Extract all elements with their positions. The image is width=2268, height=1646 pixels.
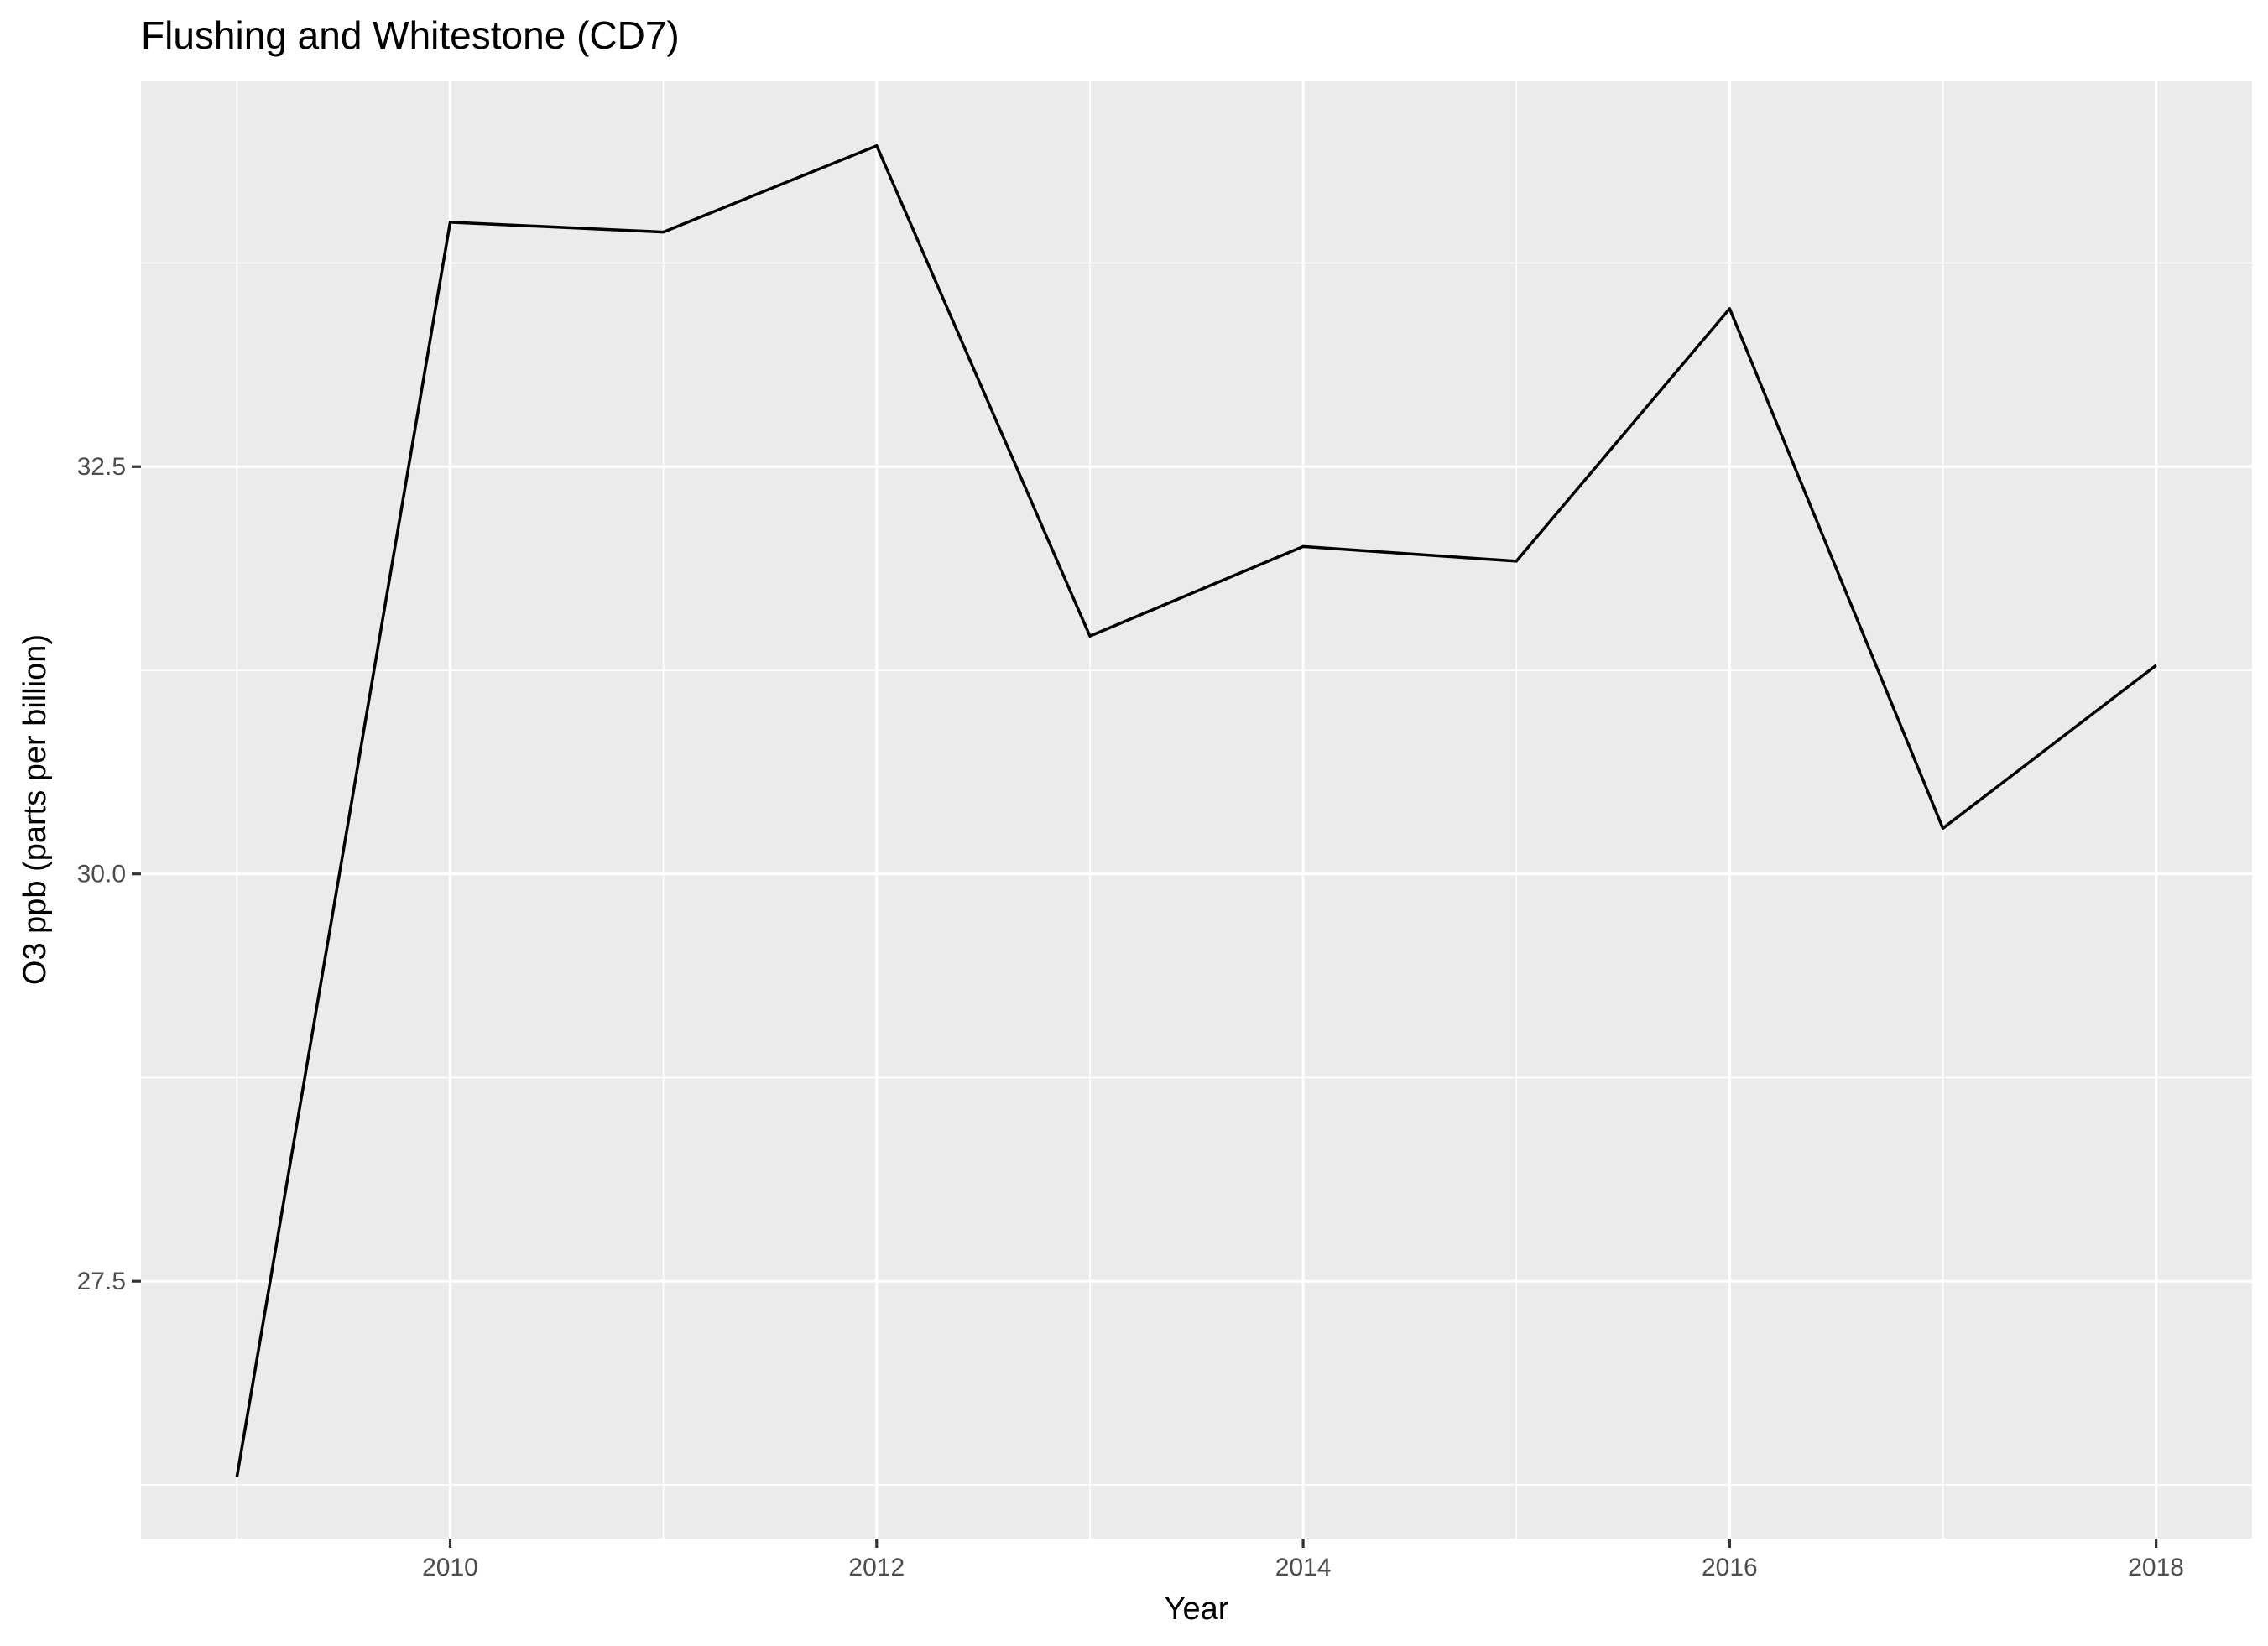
x-tick-label: 2018 — [2128, 1554, 2184, 1581]
y-tick-label: 30.0 — [77, 861, 126, 888]
x-tick-label: 2014 — [1275, 1554, 1332, 1581]
grid-lines — [141, 81, 2252, 1539]
series-line — [235, 143, 2157, 1477]
plot-panel — [141, 81, 2252, 1539]
x-tick-label: 2012 — [848, 1554, 905, 1581]
y-axis-title: O3 ppb (parts per billion) — [18, 634, 53, 985]
x-tick-label: 2010 — [422, 1554, 478, 1581]
chart-title: Flushing and Whitestone (CD7) — [141, 13, 680, 57]
x-axis-title: Year — [1165, 1591, 1229, 1627]
series-layer — [235, 143, 2157, 1477]
y-tick-label: 27.5 — [77, 1268, 126, 1295]
axis-ticks: 2010 2012 2014 2016 2018 27.5 30.0 32.5 — [77, 453, 2184, 1581]
y-tick-label: 32.5 — [77, 453, 126, 481]
x-tick-label: 2016 — [1702, 1554, 1758, 1581]
